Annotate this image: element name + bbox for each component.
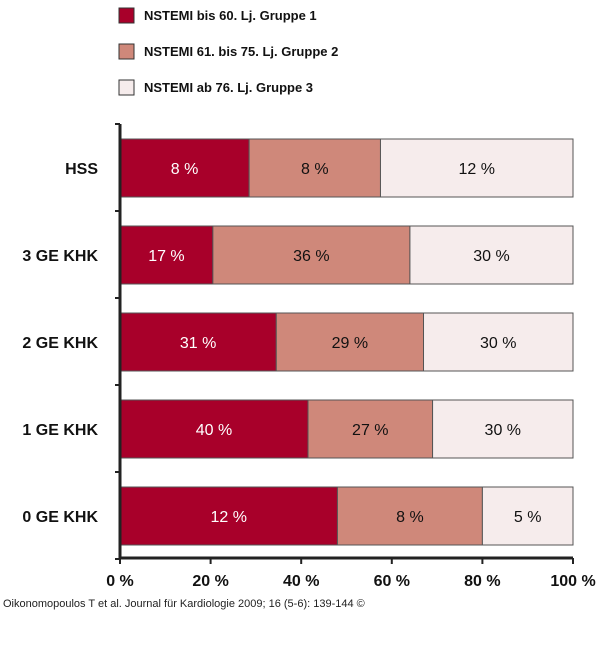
data-label: 30 % — [480, 335, 516, 352]
category-label: HSS — [65, 161, 98, 178]
bar-segment — [275, 312, 425, 372]
bar-segment — [119, 486, 338, 546]
axes: 0 % 20 % 40 % 60 % 80 % 100 % — [106, 123, 596, 590]
category-label: 3 GE KHK — [22, 248, 98, 265]
x-tick-label: 40 % — [283, 573, 319, 590]
x-tick-label: 80 % — [464, 573, 500, 590]
source-citation: Oikonomopoulos T et al. Journal für Kard… — [3, 598, 365, 610]
legend-label-1: NSTEMI bis 60. Lj. Gruppe 1 — [144, 8, 317, 23]
bar-segment — [481, 486, 574, 546]
bar-segment — [379, 138, 574, 198]
category-label: 1 GE KHK — [22, 422, 98, 439]
data-label: 31 % — [180, 335, 216, 352]
data-label: 30 % — [473, 248, 509, 265]
legend-label-3: NSTEMI ab 76. Lj. Gruppe 3 — [144, 80, 313, 95]
bar-segment — [119, 399, 309, 459]
data-label: 5 % — [514, 509, 542, 526]
legend-swatch-2 — [118, 43, 135, 60]
x-tick-label: 100 % — [550, 573, 595, 590]
x-tick-label: 20 % — [192, 573, 228, 590]
bar-segment — [212, 225, 411, 285]
data-label: 27 % — [352, 422, 388, 439]
bar-segment — [432, 399, 574, 459]
bar-segment — [423, 312, 574, 372]
data-label: 36 % — [293, 248, 329, 265]
data-label: 40 % — [196, 422, 232, 439]
legend-swatch-3 — [118, 79, 135, 96]
x-tick-label: 60 % — [374, 573, 410, 590]
category-label: 0 GE KHK — [22, 509, 98, 526]
x-tick-label: 0 % — [106, 573, 134, 590]
bar-segment — [119, 138, 250, 198]
data-label: 29 % — [332, 335, 368, 352]
bar-segment — [409, 225, 574, 285]
bar-segment — [336, 486, 483, 546]
data-label: 8 % — [301, 161, 329, 178]
data-label: 12 % — [459, 161, 495, 178]
bars: HSS 8 % 8 % 12 % 3 GE KHK 17 % 36 % 30 % 2 GE KH… — [22, 138, 574, 546]
bar-segment — [119, 225, 214, 285]
data-label: 30 % — [485, 422, 521, 439]
legend-swatch-1 — [118, 7, 135, 24]
legend: NSTEMI bis 60. Lj. Gruppe 1 NSTEMI 61. bi… — [118, 7, 338, 96]
data-label: 17 % — [148, 248, 184, 265]
data-label: 8 % — [396, 509, 424, 526]
data-label: 8 % — [171, 161, 199, 178]
legend-label-2: NSTEMI 61. bis 75. Lj. Gruppe 2 — [144, 44, 338, 59]
bar-segment — [248, 138, 381, 198]
bar-segment — [119, 312, 277, 372]
data-label: 12 % — [210, 509, 246, 526]
category-label: 2 GE KHK — [22, 335, 98, 352]
